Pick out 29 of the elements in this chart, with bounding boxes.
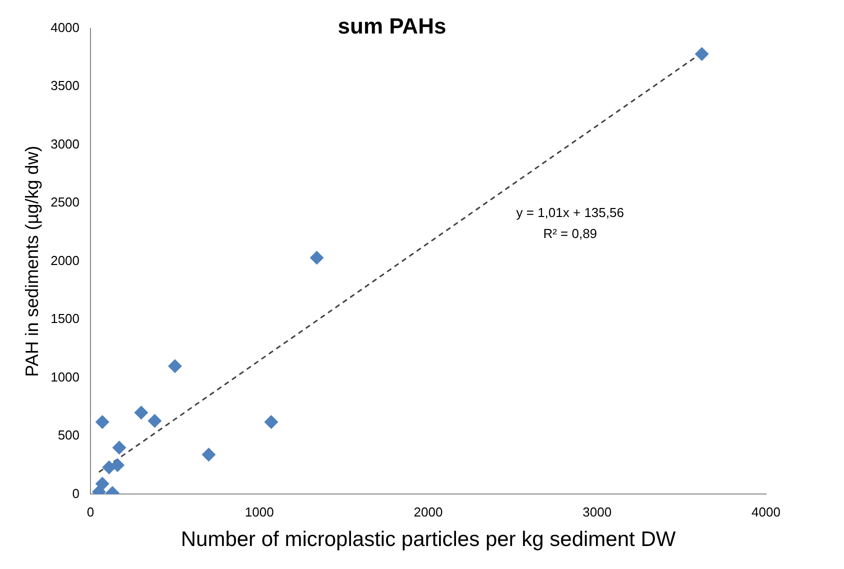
y-tick-label: 0	[72, 486, 80, 501]
y-tick-label: 3000	[50, 136, 80, 152]
annotation: R² = 0,89	[543, 226, 598, 242]
annotation: y = 1,01x + 135,56	[516, 205, 624, 220]
y-tick-label: 3500	[50, 78, 80, 94]
y-tick-label: 1500	[50, 311, 80, 326]
x-tick-label: 0	[86, 504, 94, 520]
y-axis-title: PAH in sediments (µg/kg dw)	[22, 146, 42, 377]
point	[148, 414, 162, 428]
y-tick-label: 1000	[50, 369, 80, 384]
y-tick-label: 4000	[50, 20, 80, 35]
point	[112, 440, 126, 455]
y-tick-label: 2500	[50, 194, 80, 210]
point	[202, 448, 216, 462]
point	[110, 458, 125, 472]
point	[168, 359, 182, 374]
x-tick-label: 4000	[752, 504, 780, 520]
x-tick-label: 1000	[244, 504, 274, 520]
point	[95, 415, 110, 429]
point	[310, 250, 324, 265]
x-axis-title: Number of microplastic particles per kg sediment DW	[180, 528, 676, 552]
x-tick-label: 3000	[582, 504, 612, 520]
point	[694, 47, 709, 62]
point	[264, 415, 278, 429]
point	[134, 406, 148, 420]
y-tick-label: 500	[58, 428, 80, 443]
y-tick-label: 2000	[50, 252, 80, 268]
x-tick-label: 2000	[414, 504, 443, 520]
chart-title: sum PAHs	[338, 13, 446, 38]
